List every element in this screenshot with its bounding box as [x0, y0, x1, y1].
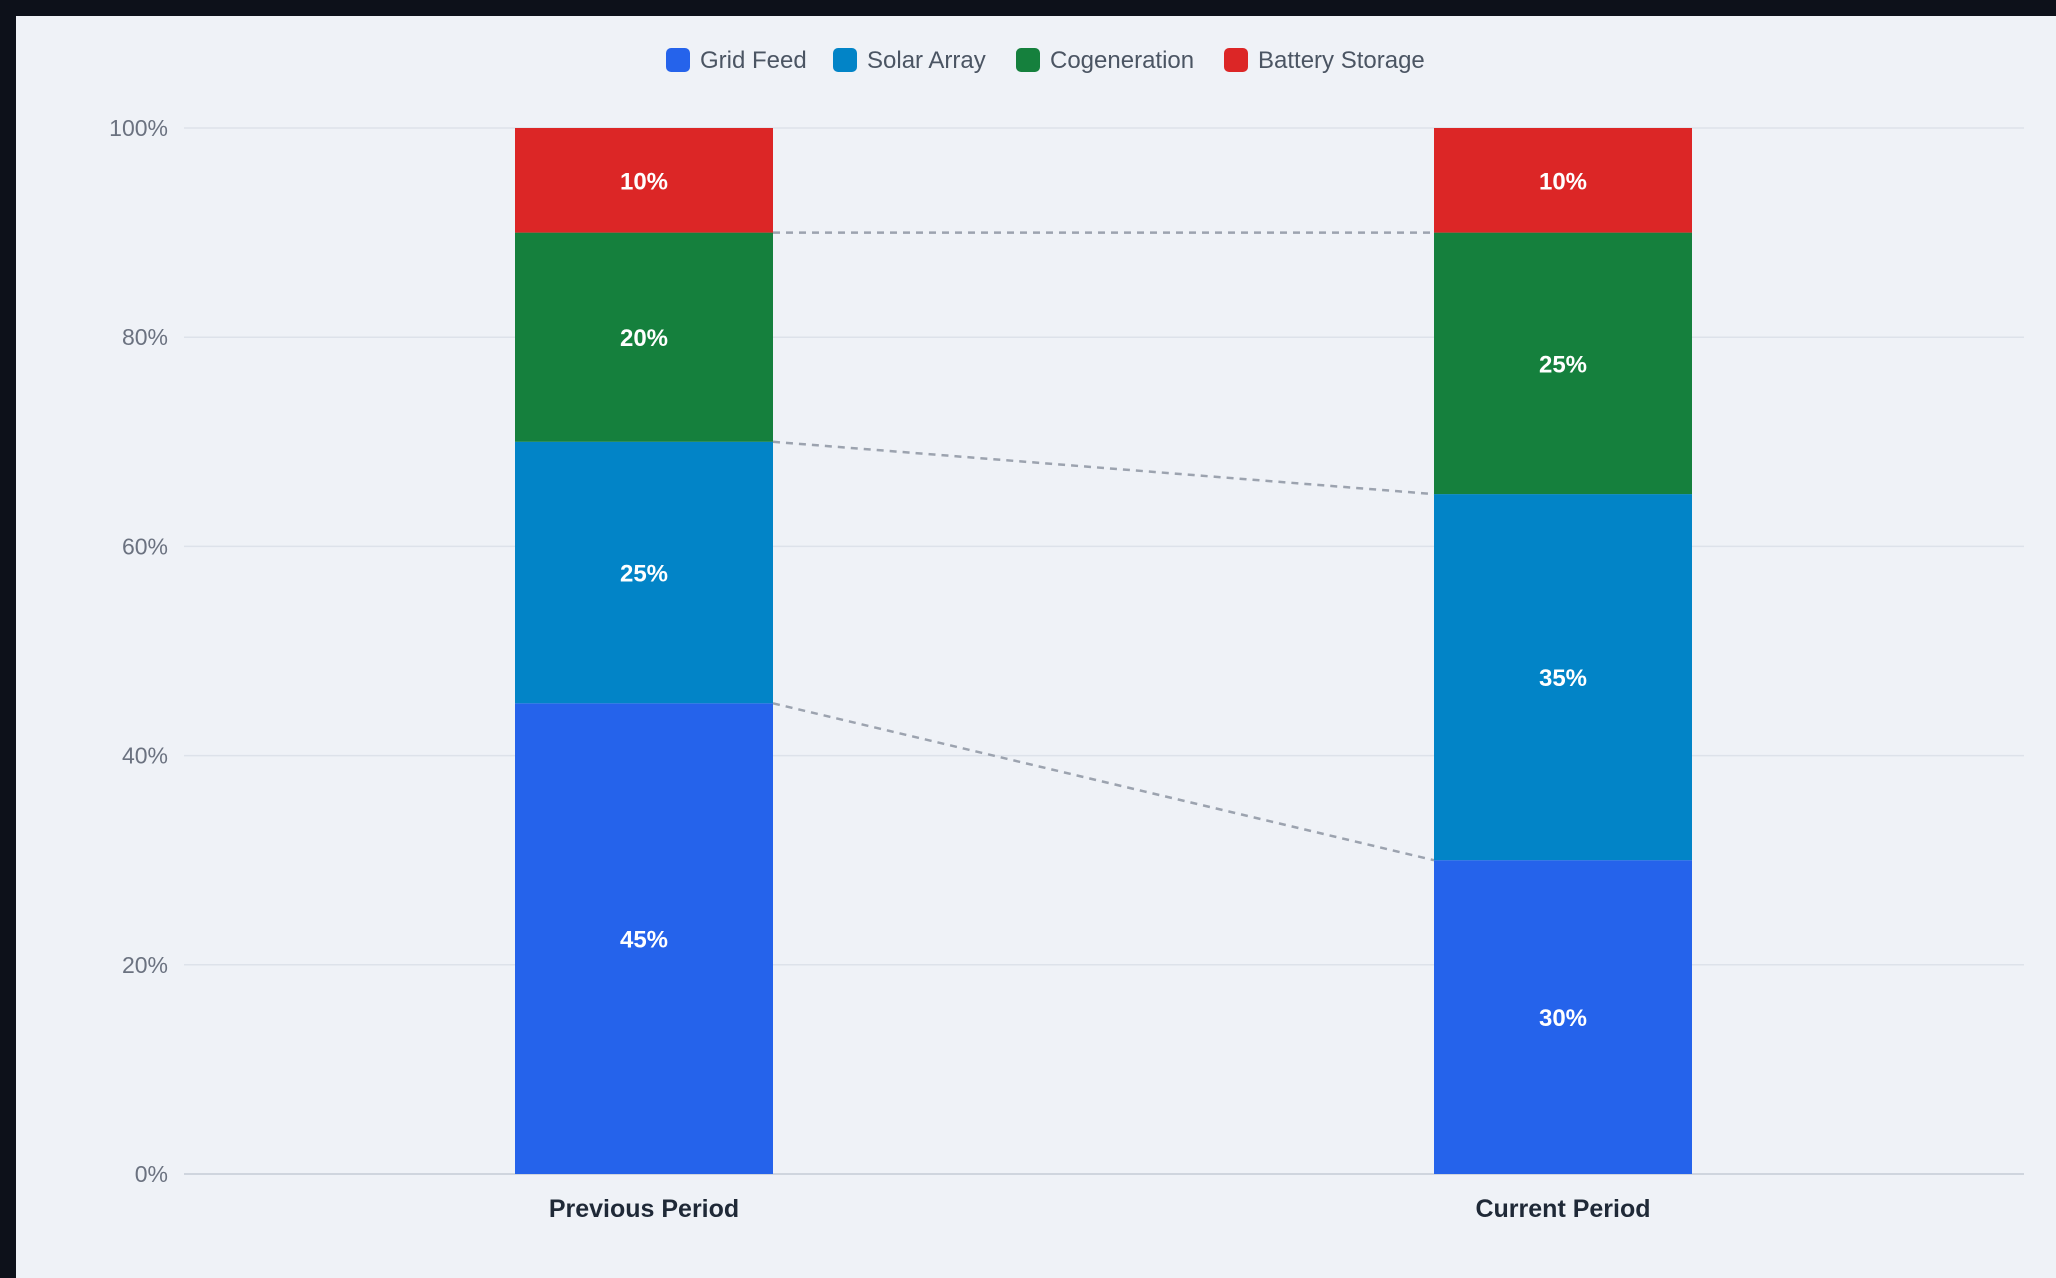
y-tick-label-0: 0% [135, 1161, 168, 1187]
legend-swatch-cogeneration [1016, 48, 1040, 72]
bar-segment-battery-storage-1[interactable] [1434, 128, 1692, 233]
data-label-battery-storage-1: 10% [1539, 168, 1587, 195]
legend-label-cogeneration: Cogeneration [1050, 47, 1194, 74]
data-label-cogeneration-1: 25% [1539, 351, 1587, 378]
bars: 45% 25% 20% 10% 30% 35% 25% 10% [515, 128, 1692, 1174]
legend-item-solar-array[interactable]: Solar Array [833, 47, 986, 74]
connector-line-0 [772, 702, 1435, 862]
legend-swatch-grid-feed [666, 48, 690, 72]
legend-swatch-solar-array [833, 48, 857, 72]
y-tick-label-80: 80% [122, 324, 168, 350]
bar-segment-grid-feed-0[interactable] [515, 703, 773, 1174]
data-label-cogeneration-0: 20% [620, 325, 668, 352]
bar-segment-cogeneration-1[interactable] [1434, 232, 1692, 495]
legend: Grid Feed Solar Array Cogeneration Battery … [666, 47, 1425, 74]
y-axis-ticks: 0% 20% 40% 60% 80% 100% [109, 115, 168, 1187]
chart-panel [16, 16, 2056, 1278]
data-label-battery-storage-0: 10% [620, 168, 668, 195]
x-axis-labels: Previous Period Current Period [549, 1195, 1651, 1223]
y-tick-label-100: 100% [109, 115, 168, 141]
legend-swatch-battery-storage [1224, 48, 1248, 72]
y-tick-label-40: 40% [122, 743, 168, 769]
y-tick-label-20: 20% [122, 952, 168, 978]
data-label-grid-feed-0: 45% [620, 927, 668, 954]
connector-line-1 [772, 440, 1435, 496]
bar-segment-grid-feed-1[interactable] [1434, 860, 1692, 1174]
legend-label-grid-feed: Grid Feed [700, 47, 807, 74]
legend-label-solar-array: Solar Array [867, 47, 986, 74]
bar-segment-battery-storage-0[interactable] [515, 128, 773, 233]
gridlines [184, 127, 2024, 1175]
legend-item-battery-storage[interactable]: Battery Storage [1224, 47, 1425, 74]
connector-lines [772, 231, 1435, 862]
data-label-solar-array-0: 25% [620, 561, 668, 588]
bar-segment-solar-array-0[interactable] [515, 441, 773, 704]
x-tick-label-0: Previous Period [549, 1195, 739, 1223]
bar-segment-solar-array-1[interactable] [1434, 494, 1692, 861]
data-label-solar-array-1: 35% [1539, 665, 1587, 692]
y-tick-label-60: 60% [122, 533, 168, 559]
bar-segment-cogeneration-0[interactable] [515, 232, 773, 442]
data-label-grid-feed-1: 30% [1539, 1005, 1587, 1032]
x-tick-label-1: Current Period [1475, 1195, 1650, 1223]
legend-label-battery-storage: Battery Storage [1258, 47, 1425, 74]
legend-item-cogeneration[interactable]: Cogeneration [1016, 47, 1194, 74]
legend-item-grid-feed[interactable]: Grid Feed [666, 47, 807, 74]
